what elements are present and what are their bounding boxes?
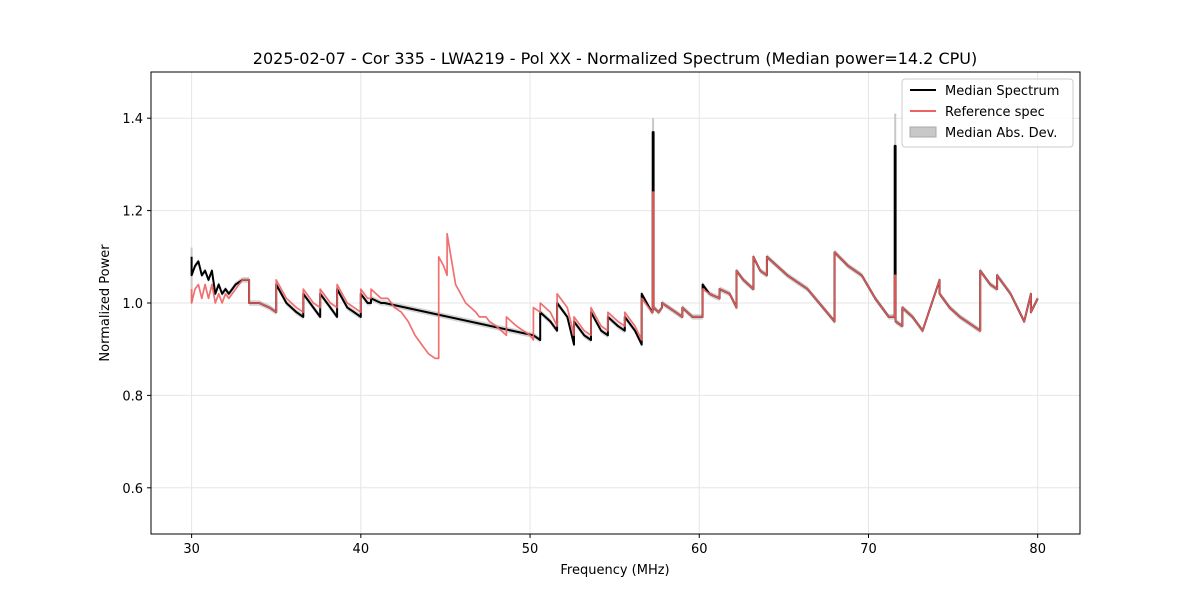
- y-tick-label: 1.0: [122, 297, 143, 312]
- chart-title: 2025-02-07 - Cor 335 - LWA219 - Pol XX -…: [253, 49, 977, 68]
- x-axis-label: Frequency (MHz): [560, 563, 669, 578]
- x-tick-label: 70: [860, 542, 877, 557]
- x-tick-label: 50: [522, 542, 539, 557]
- y-tick-label: 0.6: [122, 482, 143, 497]
- legend-box: [901, 78, 1074, 148]
- legend-mad-swatch: [909, 126, 937, 138]
- x-ticks: 30 40 50 60 70 80: [183, 534, 1046, 557]
- legend-median-label: Median Spectrum: [945, 84, 1059, 99]
- mad-band: [190, 113, 1038, 348]
- grid: [151, 72, 1080, 534]
- x-tick-label: 40: [353, 542, 370, 557]
- plot-lines: [190, 131, 1039, 360]
- x-tick-label: 80: [1029, 542, 1046, 557]
- legend: Median Spectrum Reference spec Median Ab…: [901, 78, 1074, 148]
- y-axis-label: Normalized Power: [98, 244, 113, 362]
- x-tick-label: 30: [183, 542, 200, 557]
- legend-mad-label: Median Abs. Dev.: [945, 126, 1057, 141]
- y-tick-label: 1.2: [122, 205, 143, 220]
- x-tick-label: 60: [691, 542, 708, 557]
- reference-spectrum-line: [190, 191, 1039, 360]
- y-ticks: 0.6 0.8 1.0 1.2 1.4: [122, 112, 151, 497]
- y-tick-label: 1.4: [122, 112, 143, 127]
- legend-reference-label: Reference spec: [945, 105, 1045, 120]
- y-tick-label: 0.8: [122, 389, 143, 404]
